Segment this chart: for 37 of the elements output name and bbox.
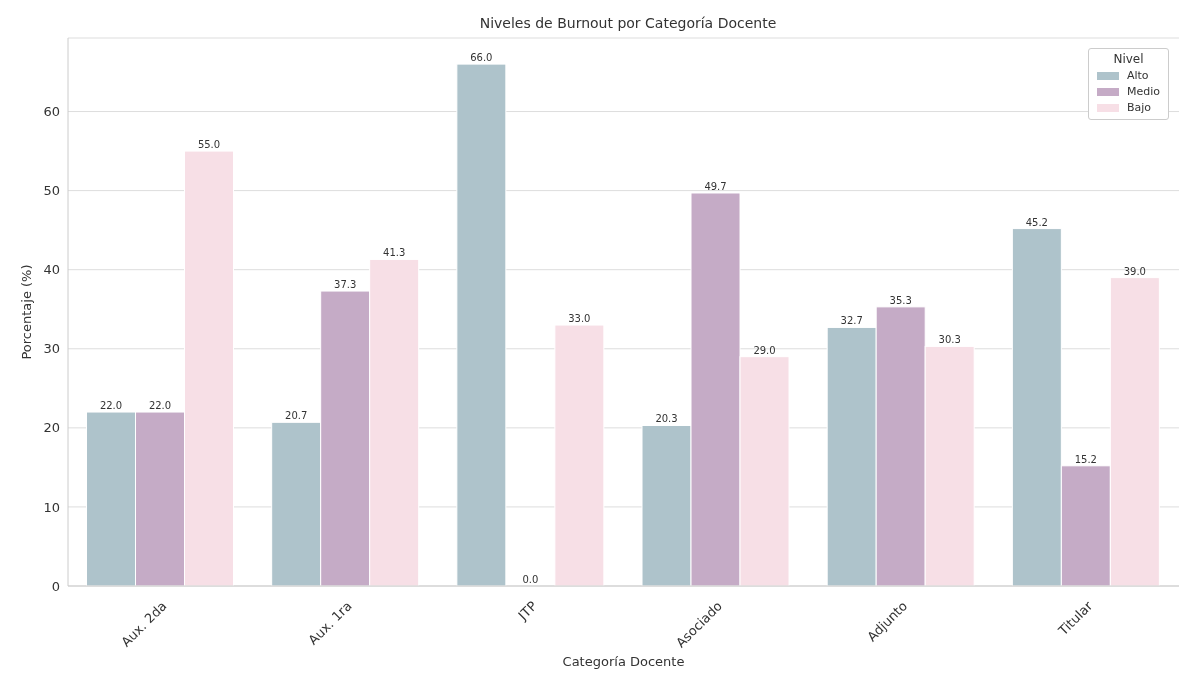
y-tick-label: 0 <box>51 578 60 594</box>
data-label: 41.3 <box>383 247 406 259</box>
y-tick-label: 10 <box>43 499 60 515</box>
x-tick-label: JTP <box>514 598 540 624</box>
data-label: 55.0 <box>197 139 221 151</box>
data-label: 20.3 <box>655 413 678 425</box>
y-tick-label: 60 <box>43 104 60 120</box>
data-label: 22.0 <box>148 400 172 412</box>
legend-label: Medio <box>1126 84 1160 100</box>
bar <box>456 63 507 586</box>
x-axis-title: Categoría Docente <box>562 654 685 669</box>
legend-title: Nivel <box>1112 52 1145 66</box>
data-label: 22.0 <box>99 400 123 412</box>
data-label: 29.0 <box>753 344 776 356</box>
legend-label: Bajo <box>1126 100 1152 116</box>
y-tick-label: 30 <box>43 341 60 357</box>
bar <box>554 324 605 586</box>
data-label: 0.0 <box>522 574 539 585</box>
data-label: 30.3 <box>938 334 961 346</box>
data-label: 37.3 <box>334 279 357 291</box>
data-label: 66.0 <box>470 52 493 64</box>
x-tick-label: Aux. 1ra <box>305 598 355 648</box>
y-tick-label: 20 <box>43 420 60 436</box>
data-label: 33.0 <box>568 313 591 325</box>
y-tick-label: 50 <box>43 183 60 199</box>
y-tick-label: 40 <box>43 262 60 278</box>
data-label: 32.7 <box>840 315 863 327</box>
data-label: 39.0 <box>1123 265 1146 277</box>
data-label: 35.3 <box>889 294 912 306</box>
data-label: 20.7 <box>285 410 308 422</box>
y-axis-title: Porcentaje (%) <box>18 264 34 360</box>
chart-title: Niveles de Burnout por Categoría Docente <box>479 15 777 31</box>
data-label: 49.7 <box>704 180 727 192</box>
x-tick-label: Aux. 2da <box>118 598 170 650</box>
data-label: 45.2 <box>1025 216 1048 228</box>
legend-label: Alto <box>1126 68 1149 84</box>
data-label: 15.2 <box>1074 453 1097 465</box>
